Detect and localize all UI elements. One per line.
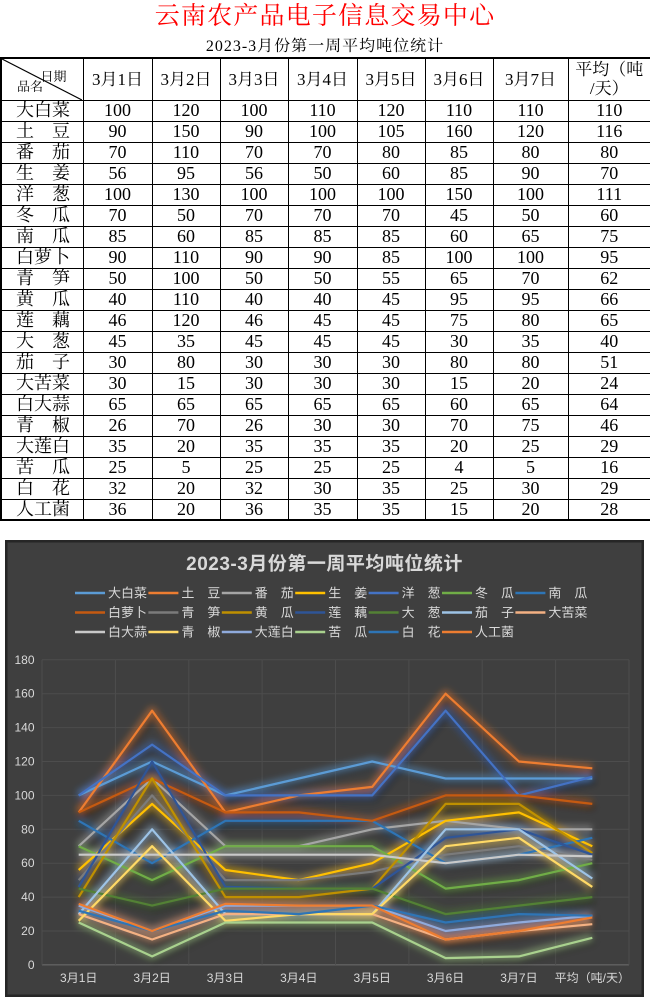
svg-text:3月5日: 3月5日 xyxy=(354,971,391,985)
svg-text:大 葱: 大 葱 xyxy=(402,605,441,620)
svg-text:平均（吨/天）: 平均（吨/天） xyxy=(555,971,630,985)
svg-text:3月3日: 3月3日 xyxy=(207,971,244,985)
svg-text:白大蒜: 白大蒜 xyxy=(108,625,147,640)
svg-text:黄 瓜: 黄 瓜 xyxy=(255,605,294,620)
svg-text:茄 子: 茄 子 xyxy=(475,605,514,620)
svg-text:白 花: 白 花 xyxy=(402,625,441,640)
svg-text:青 椒: 青 椒 xyxy=(181,625,220,640)
svg-text:番 茄: 番 茄 xyxy=(255,586,294,601)
svg-text:0: 0 xyxy=(28,958,35,972)
svg-text:冬 瓜: 冬 瓜 xyxy=(475,586,514,601)
svg-text:人工菌: 人工菌 xyxy=(475,625,514,640)
svg-text:120: 120 xyxy=(14,755,34,769)
svg-text:生 姜: 生 姜 xyxy=(328,586,367,601)
svg-text:3月4日: 3月4日 xyxy=(280,971,317,985)
svg-text:2023-3月份第一周平均吨位统计: 2023-3月份第一周平均吨位统计 xyxy=(186,553,463,575)
svg-text:洋 葱: 洋 葱 xyxy=(402,586,441,601)
svg-text:160: 160 xyxy=(14,687,34,701)
svg-text:180: 180 xyxy=(14,653,34,667)
svg-text:100: 100 xyxy=(14,788,34,802)
svg-text:莲 藕: 莲 藕 xyxy=(328,605,367,620)
svg-text:3月2日: 3月2日 xyxy=(133,971,170,985)
svg-text:40: 40 xyxy=(21,890,35,904)
svg-text:苦 瓜: 苦 瓜 xyxy=(328,625,367,640)
svg-text:60: 60 xyxy=(21,856,35,870)
svg-text:大白菜: 大白菜 xyxy=(108,586,147,601)
svg-text:3月1日: 3月1日 xyxy=(60,971,97,985)
svg-text:3月6日: 3月6日 xyxy=(427,971,464,985)
svg-text:3月7日: 3月7日 xyxy=(500,971,537,985)
svg-text:南 瓜: 南 瓜 xyxy=(548,586,587,601)
svg-text:140: 140 xyxy=(14,721,34,735)
svg-text:大苦菜: 大苦菜 xyxy=(548,605,587,620)
svg-text:大莲白: 大莲白 xyxy=(255,625,294,640)
svg-text:白萝卜: 白萝卜 xyxy=(108,605,147,620)
svg-text:20: 20 xyxy=(21,924,35,938)
svg-text:80: 80 xyxy=(21,822,35,836)
svg-text:青 笋: 青 笋 xyxy=(181,605,220,620)
svg-text:土 豆: 土 豆 xyxy=(181,586,220,601)
